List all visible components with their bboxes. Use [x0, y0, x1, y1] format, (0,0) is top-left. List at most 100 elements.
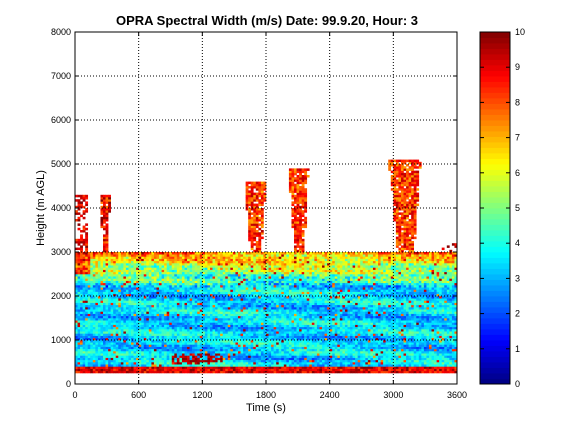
heatmap-cell — [174, 344, 177, 347]
heatmap-cell — [100, 327, 103, 330]
heatmap-cell — [248, 270, 251, 273]
heatmap-cell — [187, 287, 190, 290]
heatmap-cell — [149, 366, 152, 369]
heatmap-cell — [80, 267, 83, 270]
heatmap-cell — [93, 336, 96, 339]
heatmap-cell — [141, 353, 144, 356]
heatmap-cell — [126, 318, 129, 321]
heatmap-cell — [276, 355, 279, 358]
heatmap-cell — [146, 316, 149, 319]
heatmap-cell — [190, 281, 193, 284]
heatmap-cell — [88, 283, 91, 286]
heatmap-cell — [182, 276, 185, 279]
heatmap-cell — [228, 364, 231, 367]
heatmap-cell — [90, 333, 93, 336]
heatmap-cell — [106, 336, 109, 339]
heatmap-cell — [230, 278, 233, 281]
heatmap-cell — [218, 285, 221, 288]
heatmap-cell — [146, 355, 149, 358]
heatmap-cell — [78, 263, 81, 266]
heatmap-cell — [251, 303, 254, 306]
heatmap-cell — [248, 369, 251, 372]
heatmap-cell — [238, 259, 241, 262]
heatmap-cell — [223, 371, 226, 374]
heatmap-cell — [169, 353, 172, 356]
heatmap-cell — [177, 270, 180, 273]
heatmap-cell — [271, 272, 274, 275]
heatmap-cell — [263, 261, 266, 264]
heatmap-cell — [98, 316, 101, 319]
heatmap-cell — [144, 263, 147, 266]
heatmap-cell — [167, 314, 170, 317]
heatmap-cell — [213, 300, 216, 303]
heatmap-cell — [274, 265, 277, 268]
heatmap-cell — [246, 283, 249, 286]
heatmap-cell — [95, 355, 98, 358]
heatmap-cell — [179, 349, 182, 352]
heatmap-cell — [159, 311, 162, 314]
heatmap-cell — [103, 292, 106, 295]
heatmap-cell — [233, 327, 236, 330]
heatmap-cell — [100, 298, 103, 301]
heatmap-cell — [172, 331, 175, 334]
heatmap-cell — [197, 278, 200, 281]
heatmap-cell — [100, 287, 103, 290]
heatmap-cell — [215, 342, 218, 345]
heatmap-cell — [164, 261, 167, 264]
heatmap-cell — [205, 254, 208, 257]
heatmap-cell — [149, 371, 152, 374]
heatmap-cell — [121, 351, 124, 354]
heatmap-cell — [256, 210, 259, 213]
heatmap-cell — [205, 281, 208, 284]
heatmap-cell — [103, 305, 106, 308]
heatmap-cell — [162, 300, 165, 303]
heatmap-cell — [134, 369, 137, 372]
heatmap-cell — [289, 344, 292, 347]
heatmap-cell — [83, 347, 86, 350]
heatmap-cell — [108, 307, 111, 310]
heatmap-cell — [144, 281, 147, 284]
heatmap-cell — [269, 287, 272, 290]
heatmap-cell — [185, 342, 188, 345]
heatmap-cell — [113, 281, 116, 284]
heatmap-cell — [274, 305, 277, 308]
heatmap-cell — [228, 331, 231, 334]
heatmap-cell — [223, 342, 226, 345]
heatmap-cell — [235, 316, 238, 319]
heatmap-cell — [113, 283, 116, 286]
heatmap-cell — [131, 347, 134, 350]
heatmap-cell — [263, 327, 266, 330]
heatmap-cell — [205, 333, 208, 336]
heatmap-cell — [248, 289, 251, 292]
heatmap-cell — [195, 344, 198, 347]
heatmap-cell — [98, 327, 101, 330]
heatmap-cell — [123, 371, 126, 374]
heatmap-cell — [253, 285, 256, 288]
heatmap-cell — [85, 298, 88, 301]
heatmap-cell — [108, 210, 111, 213]
heatmap-cell — [269, 303, 272, 306]
heatmap-cell — [154, 270, 157, 273]
heatmap-cell — [121, 289, 124, 292]
heatmap-cell — [128, 283, 131, 286]
heatmap-cell — [243, 366, 246, 369]
heatmap-cell — [197, 305, 200, 308]
heatmap-cell — [271, 287, 274, 290]
heatmap-cell — [118, 303, 121, 306]
heatmap-cell — [177, 318, 180, 321]
heatmap-cell — [281, 327, 284, 330]
heatmap-cell — [128, 371, 131, 374]
heatmap-cell — [126, 272, 129, 275]
heatmap-cell — [261, 276, 264, 279]
heatmap-cell — [111, 305, 114, 308]
heatmap-cell — [156, 300, 159, 303]
heatmap-cell — [258, 362, 261, 365]
heatmap-cell — [274, 336, 277, 339]
heatmap-cell — [123, 362, 126, 365]
heatmap-cell — [235, 360, 238, 363]
heatmap-cell — [116, 318, 119, 321]
heatmap-cell — [174, 287, 177, 290]
heatmap-cell — [281, 283, 284, 286]
heatmap-cell — [197, 285, 200, 288]
heatmap-cell — [164, 309, 167, 312]
